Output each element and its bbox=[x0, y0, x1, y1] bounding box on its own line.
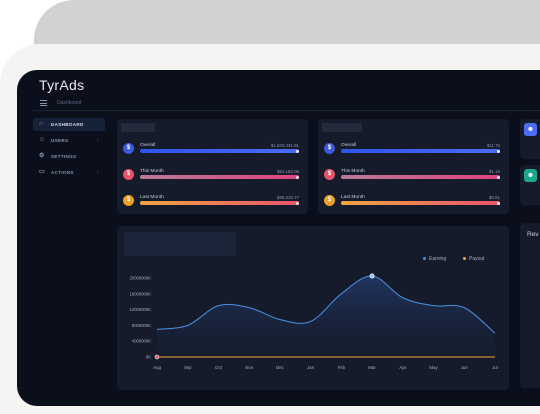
sidebar-item-dashboard[interactable]: ⌂ DASHBOARD bbox=[33, 118, 105, 131]
earning-area bbox=[157, 276, 495, 357]
chevron-right-icon: › bbox=[97, 134, 99, 147]
breadcrumb[interactable]: Dashboard bbox=[57, 100, 81, 106]
progress-bar-fill bbox=[341, 175, 500, 179]
stat-value: $64,182.08 bbox=[277, 169, 299, 174]
progress-bar-fill bbox=[341, 149, 500, 153]
earnings-row-last-month: $ Last Month $38,616.77 bbox=[123, 195, 299, 211]
payouts-panel-title-blurred bbox=[322, 123, 362, 132]
dollar-coin-icon: $ bbox=[324, 143, 335, 154]
y-tick-label: 0K bbox=[146, 355, 151, 360]
x-tick-label: Nov bbox=[245, 365, 254, 370]
progress-bar-fill bbox=[341, 201, 500, 205]
earnings-row-this-month: $ This Month $64,182.08 bbox=[123, 169, 299, 185]
x-tick-label: Apr bbox=[399, 365, 406, 370]
x-tick-label: Feb bbox=[338, 365, 346, 370]
progress-bar bbox=[341, 149, 500, 153]
app-window: TyrAds Dashboard ⌂ DASHBOARD ☺ USERS › ⚙ SETTI… bbox=[17, 70, 540, 406]
earning-point[interactable] bbox=[370, 274, 374, 278]
x-tick-label: Aug bbox=[153, 365, 161, 370]
stat-label: Overall bbox=[140, 143, 155, 148]
sidebar-item-settings[interactable]: ⚙ SETTINGS bbox=[33, 150, 105, 163]
top-bar: Dashboard bbox=[33, 97, 540, 111]
revenue-card-title: Rev bbox=[527, 231, 539, 238]
stat-value: $1,503,431.91 bbox=[271, 143, 299, 148]
user-icon: ☻ bbox=[524, 123, 537, 136]
x-tick-label: May bbox=[429, 365, 438, 370]
payout-point[interactable] bbox=[155, 355, 159, 359]
sidebar-item-users[interactable]: ☺ USERS › bbox=[33, 134, 105, 147]
right-card-users: ☻ bbox=[520, 119, 540, 159]
right-card-active: ☻ bbox=[520, 165, 540, 205]
progress-bar-fill bbox=[140, 149, 299, 153]
sidebar: ⌂ DASHBOARD ☺ USERS › ⚙ SETTINGS ▭ ACTIONS › bbox=[33, 118, 105, 182]
x-tick-label: Mar bbox=[368, 365, 376, 370]
stat-label: Overall bbox=[341, 143, 356, 148]
sidebar-item-label: SETTINGS bbox=[51, 154, 76, 159]
stat-value: $0.61 bbox=[489, 195, 500, 200]
sidebar-item-label: USERS bbox=[51, 138, 68, 143]
y-tick-label: 20000000K bbox=[130, 276, 152, 281]
stat-label: This Month bbox=[341, 169, 365, 174]
stat-label: Last Month bbox=[140, 195, 164, 200]
y-tick-label: 16000000K bbox=[130, 291, 152, 296]
earnings-panel-title-blurred bbox=[121, 123, 155, 132]
stat-value: $1.16 bbox=[489, 169, 500, 174]
dollar-coin-icon: $ bbox=[123, 195, 134, 206]
stat-label: Last Month bbox=[341, 195, 365, 200]
monitor-icon: ▭ bbox=[39, 169, 46, 176]
stat-value: $11.75 bbox=[487, 143, 500, 148]
revenue-card: Rev bbox=[520, 223, 540, 388]
app-logo: TyrAds bbox=[39, 77, 84, 93]
x-tick-label: Dec bbox=[276, 365, 285, 370]
progress-bar bbox=[341, 201, 500, 205]
payouts-row-last-month: $ Last Month $0.61 bbox=[324, 195, 500, 211]
progress-bar bbox=[140, 149, 299, 153]
x-tick-label: Oct bbox=[215, 365, 223, 370]
revenue-chart: 0K 4000000K 8000000K 12000000K 16000000K 2000… bbox=[117, 226, 509, 390]
sidebar-item-label: DASHBOARD bbox=[51, 122, 84, 127]
chevron-right-icon: › bbox=[97, 166, 99, 179]
hamburger-menu-icon[interactable] bbox=[40, 100, 47, 106]
dollar-coin-icon: $ bbox=[324, 195, 335, 206]
dollar-coin-icon: $ bbox=[123, 169, 134, 180]
progress-bar bbox=[140, 175, 299, 179]
earnings-panel: $ Overall $1,503,431.91 $ This Month $64,182.… bbox=[117, 119, 308, 214]
stat-label: This Month bbox=[140, 169, 164, 174]
progress-bar-fill bbox=[140, 201, 299, 205]
y-tick-label: 4000000K bbox=[132, 339, 151, 344]
sidebar-item-actions[interactable]: ▭ ACTIONS › bbox=[33, 166, 105, 179]
users-icon: ☺ bbox=[39, 137, 46, 144]
user-check-icon: ☻ bbox=[524, 169, 537, 182]
payouts-panel: $ Overall $11.75 $ This Month $1.16 $ Last Mont… bbox=[318, 119, 509, 214]
home-icon: ⌂ bbox=[39, 121, 46, 128]
progress-bar bbox=[341, 175, 500, 179]
payouts-row-overall: $ Overall $11.75 bbox=[324, 143, 500, 159]
sidebar-item-label: ACTIONS bbox=[51, 170, 74, 175]
y-tick-label: 12000000K bbox=[130, 307, 152, 312]
progress-bar bbox=[140, 201, 299, 205]
dollar-coin-icon: $ bbox=[324, 169, 335, 180]
x-tick-label: Jul bbox=[492, 365, 498, 370]
x-tick-label: Jun bbox=[461, 365, 469, 370]
dollar-coin-icon: $ bbox=[123, 143, 134, 154]
x-tick-label: Sep bbox=[184, 365, 192, 370]
stat-value: $38,616.77 bbox=[277, 195, 299, 200]
payouts-row-this-month: $ This Month $1.16 bbox=[324, 169, 500, 185]
progress-bar-fill bbox=[140, 175, 299, 179]
y-tick-label: 8000000K bbox=[132, 323, 151, 328]
earnings-row-overall: $ Overall $1,503,431.91 bbox=[123, 143, 299, 159]
x-tick-label: Jan bbox=[307, 365, 315, 370]
gear-icon: ⚙ bbox=[39, 153, 46, 160]
